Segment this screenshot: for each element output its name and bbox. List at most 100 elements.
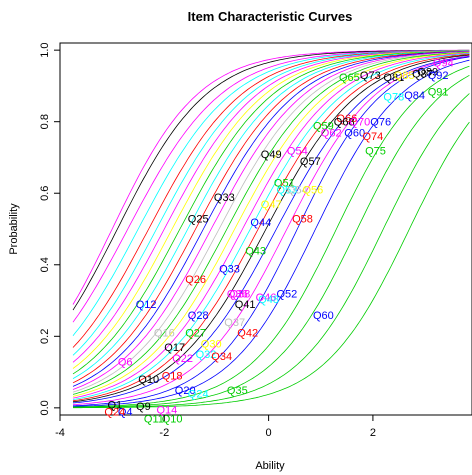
icc-curve-13	[72, 51, 470, 390]
icc-curve-14	[72, 51, 470, 393]
icc-curve-23	[72, 56, 470, 407]
item-label-q17: Q17	[164, 342, 185, 354]
item-label-q44: Q44	[250, 217, 271, 229]
y-tick-label: 1.0	[39, 43, 51, 58]
icc-curve-11	[72, 50, 470, 384]
item-label-q1: Q1	[107, 399, 122, 411]
item-label-q47: Q47	[261, 199, 282, 211]
y-tick-label: 0.8	[39, 114, 51, 129]
item-label-q14: Q14	[157, 405, 178, 417]
item-label-q41: Q41	[235, 299, 256, 311]
item-label-q18: Q18	[162, 371, 183, 383]
item-label-q49: Q49	[261, 149, 282, 161]
icc-curve-21	[72, 55, 470, 404]
icc-curve-24	[72, 59, 470, 407]
item-label-q60: Q60	[313, 310, 334, 322]
x-tick-label: -4	[55, 427, 65, 439]
x-axis: -4 -2 0 2	[55, 415, 376, 439]
y-axis-label: Probability	[8, 203, 20, 255]
item-label-q92: Q92	[428, 70, 449, 82]
y-tick-label: 0.4	[39, 257, 51, 272]
item-label-q57: Q57	[300, 156, 321, 168]
icc-curve-26	[73, 74, 470, 408]
icc-curve-20	[72, 54, 470, 403]
item-label-q62: Q62	[321, 127, 342, 139]
item-label-q91: Q91	[428, 86, 449, 98]
item-label-q73: Q73	[360, 70, 381, 82]
icc-curve-27	[72, 93, 470, 408]
item-label-q81: Q81	[383, 72, 404, 84]
y-tick-label: 0.6	[39, 186, 51, 201]
item-label-q76: Q76	[370, 117, 391, 129]
icc-curve-16	[72, 52, 470, 397]
icc-curve-15	[72, 51, 470, 395]
item-label-q30: Q30	[201, 339, 222, 351]
item-label-q75: Q75	[365, 145, 386, 157]
item-label-q10: Q10	[138, 374, 159, 386]
item-label-q33: Q33	[214, 192, 235, 204]
item-label-q16: Q16	[154, 328, 175, 340]
item-label-q10: Q10	[162, 414, 183, 426]
item-label-q32: Q32	[196, 349, 217, 361]
icc-curve-18	[72, 53, 470, 400]
y-tick-label: 0.0	[39, 400, 51, 415]
item-label-q34: Q34	[211, 351, 232, 363]
item-label-q85: Q85	[394, 70, 415, 82]
item-label-q74: Q74	[363, 131, 384, 143]
icc-curve-10	[72, 50, 470, 379]
item-label-q27: Q27	[185, 328, 206, 340]
icc-curve-7	[72, 50, 470, 363]
item-label-q94: Q94	[433, 58, 454, 70]
icc-curve-8	[72, 50, 470, 369]
icc-curve-25	[73, 65, 470, 408]
item-label-q43: Q43	[245, 246, 266, 258]
chart-title: Item Characteristic Curves	[188, 9, 353, 24]
item-label-q33: Q33	[219, 263, 240, 275]
item-label-q84: Q84	[404, 90, 425, 102]
item-label-q60: Q60	[344, 127, 365, 139]
item-label-q58: Q58	[292, 213, 313, 225]
item-label-q26: Q26	[185, 274, 206, 286]
item-label-q66: Q66	[336, 113, 357, 125]
icc-curve-12	[72, 51, 470, 387]
item-label-q36: Q36	[227, 288, 248, 300]
item-label-q20: Q20	[175, 385, 196, 397]
item-label-q65: Q65	[339, 72, 360, 84]
item-label-q87: Q87	[412, 68, 433, 80]
icc-curve-9	[72, 50, 470, 375]
x-tick-label: -2	[159, 427, 169, 439]
item-label-q28: Q28	[188, 310, 209, 322]
item-label-q24: Q24	[188, 389, 209, 401]
item-label-q54: Q54	[287, 185, 308, 197]
item-label-q48: Q48	[258, 294, 279, 306]
item-label-q12: Q12	[136, 299, 157, 311]
y-axis: 0.0 0.2 0.4 0.6 0.8 1.0	[39, 43, 60, 415]
item-label-q22: Q22	[172, 353, 193, 365]
item-label-q89: Q89	[417, 67, 438, 79]
item-label-q70: Q70	[350, 117, 371, 129]
icc-curve-22	[72, 56, 470, 406]
item-label-q68: Q68	[334, 117, 355, 129]
icc-curve-28	[73, 121, 470, 409]
icc-curve-17	[72, 52, 470, 399]
item-label-q6: Q6	[118, 356, 133, 368]
item-label-q37: Q37	[224, 317, 245, 329]
item-label-q51: Q51	[274, 178, 295, 190]
curves-group	[72, 49, 470, 409]
item-label-q25: Q25	[188, 213, 209, 225]
item-label-q59: Q59	[313, 120, 334, 132]
y-tick-label: 0.2	[39, 329, 51, 344]
x-tick-label: 0	[266, 427, 272, 439]
plot-frame	[59, 42, 472, 416]
icc-curve-1	[72, 49, 470, 305]
item-label-q42: Q42	[237, 328, 258, 340]
icc-curve-19	[72, 53, 470, 402]
item-label-q24: Q24	[104, 406, 125, 418]
icc-curve-2	[72, 49, 470, 311]
item-label-q46: Q46	[256, 292, 277, 304]
item-label-q54: Q54	[287, 145, 308, 157]
item-label-q53: Q53	[277, 185, 298, 197]
item-label-q4: Q4	[118, 406, 133, 418]
